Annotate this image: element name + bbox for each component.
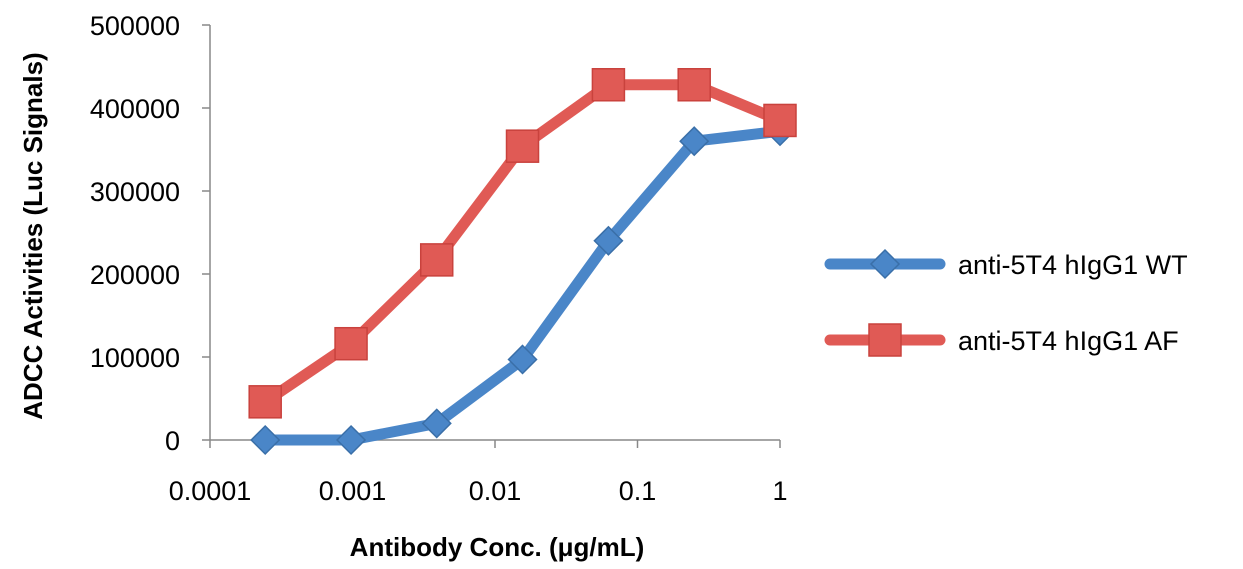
data-point-af — [248, 385, 282, 419]
y-tick-label: 200000 — [90, 260, 180, 290]
data-point-wt — [679, 126, 710, 157]
legend-label-wt: anti-5T4 hIgG1 WT — [958, 250, 1188, 280]
y-tick-label: 300000 — [90, 177, 180, 207]
x-tick-label: 0.0001 — [169, 476, 252, 506]
legend-marker-af — [868, 323, 902, 357]
legend-marker-wt — [869, 248, 901, 280]
legend-label-af: anti-5T4 hIgG1 AF — [958, 326, 1179, 356]
data-point-wt — [250, 424, 281, 456]
y-tick-label: 0 — [165, 426, 180, 456]
data-point-wt — [507, 344, 538, 375]
x-tick-label: 1 — [772, 476, 787, 506]
x-tick-label: 0.1 — [619, 476, 657, 506]
series-line-wt — [259, 125, 786, 446]
x-tick-label: 0.01 — [469, 476, 522, 506]
data-point-af — [505, 129, 540, 163]
data-point-af — [763, 103, 797, 138]
y-tick-label: 100000 — [90, 343, 180, 373]
axes-layer: 0 100000 200000 300000 400000 500000 0.0001 0.0… — [90, 11, 788, 506]
y-axis-title: ADCC Activities (Luc Signals) — [18, 52, 48, 419]
data-point-af — [677, 68, 711, 102]
series-layer — [248, 68, 797, 456]
x-tick-label: 0.001 — [319, 476, 387, 506]
data-point-wt — [421, 408, 452, 439]
y-tick-label: 400000 — [90, 94, 180, 124]
data-point-af — [419, 243, 454, 277]
data-point-wt — [593, 225, 624, 256]
data-point-af — [334, 326, 368, 361]
x-axis-title: Antibody Conc. (μg/mL) — [350, 532, 645, 562]
legend: anti-5T4 hIgG1 WT anti-5T4 hIgG1 AF — [824, 248, 1188, 357]
data-point-af — [591, 68, 626, 102]
y-tick-label: 500000 — [90, 11, 180, 41]
data-point-wt — [335, 424, 367, 456]
